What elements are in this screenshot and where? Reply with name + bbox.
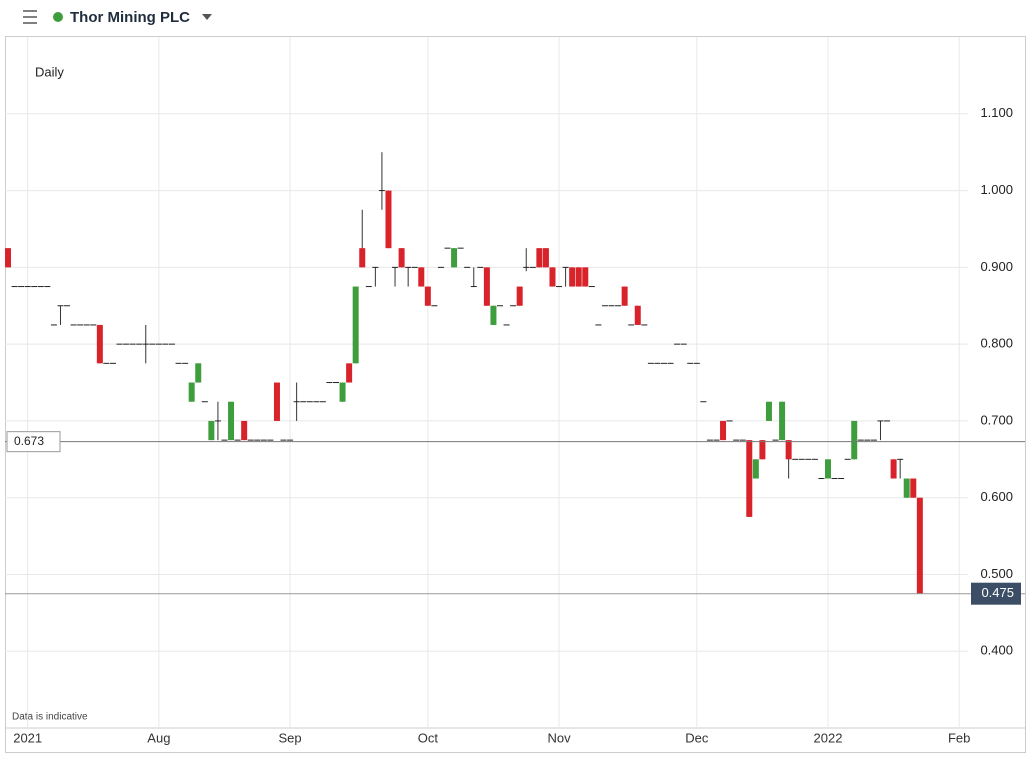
y-tick-label: 1.100: [980, 105, 1013, 120]
y-tick-label: 0.800: [980, 336, 1013, 351]
menu-icon[interactable]: [23, 10, 37, 24]
candle-body: [424, 286, 431, 306]
candle-body: [5, 248, 11, 268]
candle-body: [398, 248, 405, 268]
candle-body: [910, 478, 917, 498]
last-price-box: [971, 582, 1021, 605]
disclaimer: Data is indicative: [12, 712, 88, 723]
dropdown-caret[interactable]: [202, 14, 212, 20]
candle-body: [746, 440, 753, 517]
candle-body: [346, 363, 353, 383]
candle-body: [549, 267, 556, 287]
candle-body: [759, 440, 766, 460]
candle-body: [720, 420, 727, 441]
candle-body: [208, 420, 215, 441]
x-tick-label: Dec: [685, 730, 709, 745]
x-tick-label: Sep: [279, 730, 302, 745]
candle-body: [903, 478, 910, 498]
header-bar: [0, 0, 1028, 36]
y-tick-label: 0.400: [980, 643, 1013, 658]
candle-body: [273, 382, 280, 421]
y-tick-label: 0.700: [980, 412, 1013, 427]
candle-body: [569, 267, 576, 287]
candle-body: [785, 440, 792, 460]
last-price-label: 0.475: [981, 585, 1014, 600]
timeframe[interactable]: Daily: [35, 64, 64, 79]
y-tick-label: 1.000: [980, 182, 1013, 197]
candle-body: [582, 267, 589, 287]
reference-label-box: [6, 431, 61, 453]
y-tick-label: 0.500: [980, 566, 1013, 581]
reference-label: 0.673: [14, 434, 44, 448]
candle-body: [490, 305, 497, 325]
candle-body: [575, 267, 582, 287]
x-tick-label: Nov: [547, 730, 571, 745]
candle-body: [779, 401, 786, 441]
candle-body: [96, 324, 103, 364]
candle-body: [352, 286, 359, 364]
x-tick-label: 2021: [13, 730, 42, 745]
candle-body: [916, 497, 923, 594]
candle-body: [418, 267, 425, 287]
y-tick-label: 0.600: [980, 489, 1013, 504]
candle-body: [188, 382, 195, 402]
candle-body: [359, 248, 366, 268]
status-dot: [53, 12, 63, 22]
candle-body: [385, 190, 392, 249]
x-tick-label: Oct: [418, 730, 439, 745]
candle-body: [890, 459, 897, 479]
x-tick-label: Aug: [147, 730, 170, 745]
candle-body: [621, 286, 628, 306]
candle-body: [195, 363, 202, 383]
y-tick-label: 0.900: [980, 259, 1013, 274]
candle-body: [241, 420, 248, 441]
candle-body: [228, 401, 235, 441]
x-tick-label: 2022: [814, 730, 843, 745]
candle-body: [483, 267, 490, 306]
candle-body: [851, 420, 858, 460]
x-tick-label: Feb: [948, 730, 970, 745]
candle-body: [634, 305, 641, 325]
instrument-title[interactable]: Thor Mining PLC: [70, 9, 190, 26]
candle-body: [542, 248, 549, 268]
candle-body: [516, 286, 523, 306]
candle-body: [825, 459, 831, 479]
candle-body: [339, 382, 346, 402]
candle-body: [536, 248, 543, 268]
candle-body: [765, 401, 772, 421]
candle-body: [752, 459, 759, 479]
candle-body: [451, 248, 458, 268]
